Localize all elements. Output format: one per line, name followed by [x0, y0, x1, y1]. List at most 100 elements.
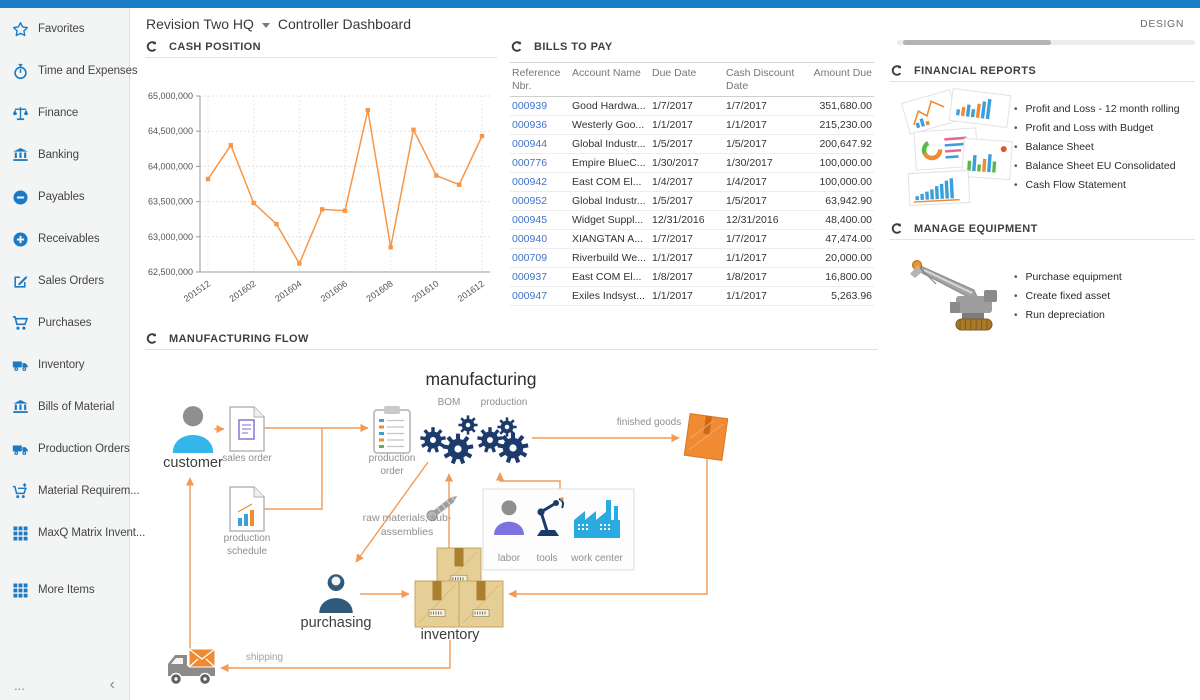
sidebar-item-banking[interactable]: Banking [0, 134, 129, 176]
minus-circle-icon [12, 189, 29, 206]
equipment-action-link[interactable]: • Run depreciation [1014, 309, 1200, 322]
bills-row: 000776 Empire BlueC... 1/30/2017 1/30/20… [510, 153, 874, 174]
sidebar-item-material-requirements[interactable]: Material Requirem... [0, 470, 140, 512]
financial-reports-image [901, 88, 1013, 207]
bills-to-pay-header: BILLS TO PAY [510, 40, 613, 53]
equipment-action-link[interactable]: • Create fixed asset [1014, 291, 1200, 303]
sidebar-item-finance[interactable]: Finance [0, 92, 129, 134]
bills-table: Reference Nbr. Account Name Due Date Cas… [510, 61, 874, 307]
refresh-icon[interactable] [510, 40, 523, 53]
reference-number-link[interactable]: 000944 [510, 134, 570, 155]
cash-position-chart: 62,500,000 63,000,000 63,500,000 64,000,000… [148, 91, 490, 304]
reference-number-link[interactable]: 000942 [510, 172, 570, 193]
account-name-cell: Exiles Indsyst... [570, 286, 650, 307]
account-name-cell: East COM El... [570, 172, 650, 193]
bullet: • [1014, 104, 1018, 115]
sidebar-item-more-items[interactable]: More Items [0, 569, 129, 611]
collapse-sidebar-button[interactable]: ‹ [109, 676, 115, 693]
sidebar-item-label: More Items [38, 584, 95, 596]
cash-discount-date-cell: 1/1/2017 [724, 115, 806, 136]
screw-icon [426, 495, 458, 522]
link-label: Balance Sheet EU Consolidated [1025, 160, 1176, 172]
bullet: • [1014, 272, 1018, 283]
svg-text:201512: 201512 [182, 278, 212, 303]
grid-icon [12, 582, 29, 599]
crane-icon [910, 260, 997, 331]
sidebar-item-maxq-matrix-inventory[interactable]: MaxQ Matrix Invent... [0, 512, 145, 554]
refresh-icon[interactable] [145, 40, 158, 53]
svg-text:201606: 201606 [319, 278, 349, 303]
column-header: Amount Due [806, 61, 874, 98]
account-name-cell: XIANGTAN A... [570, 229, 650, 250]
due-date-cell: 1/5/2017 [650, 191, 724, 212]
bills-row: 000942 East COM El... 1/4/2017 1/4/2017 … [510, 172, 874, 193]
svg-text:201604: 201604 [273, 278, 303, 303]
production-order-icon [373, 406, 411, 454]
reference-number-link[interactable]: 000939 [510, 96, 570, 117]
svg-text:64,500,000: 64,500,000 [148, 126, 193, 136]
due-date-cell: 1/30/2017 [650, 153, 724, 174]
reference-number-link[interactable]: 000940 [510, 229, 570, 250]
panel-title: CASH POSITION [169, 40, 261, 53]
reference-number-link[interactable]: 000709 [510, 248, 570, 269]
shipping-truck-icon [168, 648, 216, 686]
cash-discount-date-cell: 1/1/2017 [724, 286, 806, 307]
financial-report-link[interactable]: • Balance Sheet EU Consolidated [1014, 160, 1200, 173]
sidebar-item-label: Favorites [38, 23, 85, 35]
divider [145, 57, 497, 58]
design-button[interactable]: DESIGN [1140, 18, 1184, 30]
divider [890, 239, 1195, 240]
svg-text:62,500,000: 62,500,000 [148, 267, 193, 277]
sidebar-item-receivables[interactable]: Receivables [0, 218, 129, 260]
cart-icon [12, 315, 29, 332]
sidebar-item-time-and-expenses[interactable]: Time and Expenses [0, 50, 138, 92]
link-label: Balance Sheet [1025, 141, 1094, 153]
reference-number-link[interactable]: 000945 [510, 210, 570, 231]
stopwatch-icon [12, 63, 29, 80]
reference-number-link[interactable]: 000936 [510, 115, 570, 136]
refresh-icon[interactable] [145, 332, 158, 345]
reference-number-link[interactable]: 000937 [510, 267, 570, 288]
amount-due-cell: 351,680.00 [806, 96, 874, 117]
financial-report-link[interactable]: • Cash Flow Statement [1014, 180, 1200, 192]
link-label: Run depreciation [1025, 309, 1105, 321]
edit-icon [12, 273, 29, 290]
equipment-action-link[interactable]: • Purchase equipment [1014, 272, 1200, 284]
column-header: Account Name [570, 61, 650, 98]
reference-number-link[interactable]: 000776 [510, 153, 570, 174]
amount-due-cell: 48,400.00 [806, 210, 874, 231]
sidebar-item-sales-orders[interactable]: Sales Orders [0, 260, 129, 302]
top-accent-bar [0, 0, 1200, 8]
sidebar-nav: Favorites Time and Expenses Finance Banking… [0, 8, 145, 611]
sidebar-footer: ... ‹ [0, 670, 129, 700]
cash-discount-date-cell: 1/5/2017 [724, 134, 806, 155]
reference-number-link[interactable]: 000952 [510, 191, 570, 212]
financial-report-link[interactable]: • Balance Sheet [1014, 141, 1200, 154]
sidebar-item-production-orders[interactable]: Production Orders [0, 428, 130, 470]
sidebar-item-payables[interactable]: Payables [0, 176, 129, 218]
sidebar-item-favorites[interactable]: Favorites [0, 8, 129, 50]
sidebar-item-inventory[interactable]: Inventory [0, 344, 129, 386]
bullet: • [1014, 310, 1018, 321]
refresh-icon[interactable] [890, 222, 903, 235]
refresh-icon[interactable] [890, 64, 903, 77]
svg-text:201602: 201602 [227, 278, 257, 303]
cash-discount-date-cell: 1/7/2017 [724, 229, 806, 250]
financial-report-link[interactable]: • Profit and Loss - 12 month rolling [1014, 104, 1200, 116]
company-selector[interactable]: Revision Two HQ [146, 16, 254, 32]
bullet: • [1014, 161, 1018, 172]
reference-number-link[interactable]: 000947 [510, 286, 570, 307]
more-options-button[interactable]: ... [14, 677, 25, 693]
bills-row: 000947 Exiles Indsyst... 1/1/2017 1/1/20… [510, 286, 874, 307]
inventory-icon [414, 547, 504, 628]
amount-due-cell: 47,474.00 [806, 229, 874, 250]
sidebar-item-purchases[interactable]: Purchases [0, 302, 129, 344]
sidebar-item-bills-of-material[interactable]: Bills of Material [0, 386, 129, 428]
financial-report-link[interactable]: • Profit and Loss with Budget [1014, 123, 1200, 135]
bills-row: 000939 Good Hardwa... 1/7/2017 1/7/2017 … [510, 96, 874, 117]
bills-row: 000944 Global Industr... 1/5/2017 1/5/20… [510, 134, 874, 155]
scrollbar-thumb[interactable] [903, 40, 1051, 45]
svg-text:65,000,000: 65,000,000 [148, 91, 193, 101]
bank-icon [12, 147, 29, 164]
manufacturing-flow-header: MANUFACTURING FLOW [145, 332, 309, 345]
